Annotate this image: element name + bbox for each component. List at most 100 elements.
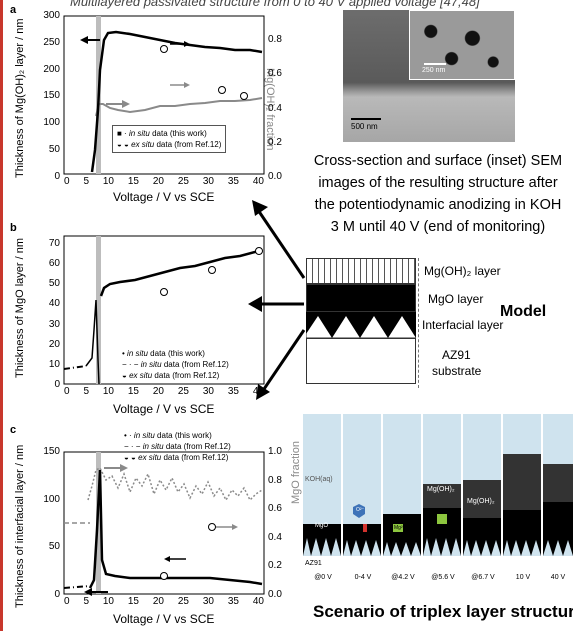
caption-line: 3 M until 40 V (end of monitoring) <box>330 219 546 235</box>
legend-entry: − · − in situ data (from Ref.12) <box>124 442 231 451</box>
panel-c-yticks: 0 50 100 150 <box>36 446 60 600</box>
scenario-step: @4.2 V <box>391 574 415 581</box>
panel-b-ytick: 60 <box>48 258 60 270</box>
model-substrate-layer <box>306 338 416 384</box>
panel-b-xtick: 10 <box>102 386 114 397</box>
panel-b-letter: b <box>10 222 17 234</box>
panel-a-letter: a <box>10 4 17 16</box>
panel-b-xtick: 25 <box>177 386 189 397</box>
legend-entry: • in situ data (this work) <box>122 349 205 358</box>
panel-a-yticks: 0 50 100 150 200 250 300 <box>38 10 60 182</box>
panel-c-legend: • · in situ data (this work) − · − in si… <box>120 428 235 465</box>
legend-entry: • · in situ data (this work) <box>124 431 212 440</box>
panel-c-xtick: 30 <box>202 596 214 607</box>
legend-entry: ◒ ◒ ex situ data (from Ref.12) <box>124 453 229 462</box>
model-label-column <box>418 258 479 388</box>
panel-b-xtick: 35 <box>227 386 239 397</box>
panel-a-xtick: 5 <box>83 176 89 187</box>
panel-a-xticks: 0 5 10 15 20 25 30 35 40 <box>64 176 264 187</box>
model-label-mgo: MgO layer <box>428 292 484 306</box>
scenario-step-labels: @0 V 0-4 V @4.2 V @5.6 V @6.7 V 10 V 40 … <box>303 574 573 581</box>
panel-c-xlabel: Voltage / V vs SCE <box>113 612 215 626</box>
panel-a-plot <box>63 15 265 175</box>
panel-a-legend: ■ · in situ data (this work) ◒ ◒ ex situ… <box>112 125 227 153</box>
panel-c-xtick: 15 <box>127 596 139 607</box>
panel-c-xticks: 0 5 10 15 20 25 30 35 40 <box>64 596 264 607</box>
panel-a-xtick: 15 <box>127 176 139 187</box>
panel-a-xtick: 20 <box>152 176 164 187</box>
panel-b-xtick: 5 <box>83 386 89 397</box>
panel-b-ytick: 70 <box>48 238 60 249</box>
panel-c-xtick: 5 <box>83 596 89 607</box>
scenario-step: @6.7 V <box>471 574 495 581</box>
model-mgoh2-layer <box>306 258 416 284</box>
panel-a-ytick: 0 <box>54 170 60 182</box>
panel-a-xtick: 25 <box>177 176 189 187</box>
sem-inset: 250 nm <box>409 10 515 80</box>
panel-c-rtick: 0.2 <box>268 560 282 572</box>
model-label-interfacial: Interfacial layer <box>422 318 504 332</box>
panel-a-ytick: 250 <box>43 36 60 48</box>
model-diagram <box>306 258 416 384</box>
top-caption-line: Multilayered passivated structure from 0… <box>70 0 480 9</box>
panel-c-xtick: 10 <box>102 596 114 607</box>
scenario-diagram: KOH(aq) AZ91 MgO O²⁻ Mg²⁺ Mg(OH)₂ Mg(OH)… <box>303 414 573 581</box>
panel-a-xtick: 40 <box>252 176 264 187</box>
scenario-step: @5.6 V <box>431 574 455 581</box>
panel-c-ytick: 150 <box>43 446 60 457</box>
panel-b-xtick: 15 <box>127 386 139 397</box>
panel-a-ytick: 50 <box>48 144 60 156</box>
panel-a-xtick: 0 <box>64 176 70 187</box>
legend-entry: ■ · in situ data (this work) <box>117 129 207 138</box>
panel-b-xtick: 30 <box>202 386 214 397</box>
scenario-mg2-label: Mg²⁺ <box>394 525 406 531</box>
scenario-step: 0-4 V <box>354 574 372 581</box>
inset-scale-label: 250 nm <box>422 67 446 74</box>
panel-b-legend: • in situ data (this work) − · − in situ… <box>118 346 233 383</box>
panel-a-ytick: 150 <box>43 90 60 102</box>
panel-c-xtick: 25 <box>177 596 189 607</box>
model-label-substrate: substrate <box>432 364 482 378</box>
panel-a-ytick: 200 <box>43 63 60 75</box>
panel-b-yticks: 0 10 20 30 40 50 60 70 <box>42 238 60 390</box>
panel-c-rtick: 0.8 <box>268 474 282 486</box>
panel-b-xtick: 20 <box>152 386 164 397</box>
scenario-step: 40 V <box>550 574 566 581</box>
panel-c-xtick: 40 <box>252 596 264 607</box>
panel-c-letter: c <box>10 424 17 436</box>
scenario-mgoh2-label: Mg(OH)₂ <box>467 498 495 505</box>
inset-scale-bar <box>424 63 446 65</box>
caption-line: the potentiodynamic anodizing in KOH <box>314 197 562 213</box>
panel-b-xtick: 0 <box>64 386 70 397</box>
legend-entry: − · − in situ data (from Ref.12) <box>122 360 229 369</box>
model-label-mgoh2: Mg(OH)₂ layer <box>424 264 501 278</box>
panel-b-ytick: 20 <box>48 338 60 350</box>
panel-a-ytick: 300 <box>43 10 60 21</box>
panel-a-rtick: 0.4 <box>268 102 282 114</box>
panel-b-xlabel: Voltage / V vs SCE <box>113 402 215 416</box>
scenario-columns <box>303 414 573 556</box>
panel-b-ytick: 40 <box>48 298 60 310</box>
main-scale-bar <box>351 118 381 120</box>
panel-c-rtick: 1.0 <box>268 446 282 457</box>
model-mgo-layer <box>306 284 416 312</box>
sem-image: 250 nm 500 nm <box>343 10 515 142</box>
panel-c-ytick: 0 <box>54 588 60 600</box>
panel-a-rtick: 0.6 <box>268 68 282 80</box>
model-title: Model <box>500 303 547 320</box>
scenario-mgoh2-label: Mg(OH)₂ <box>427 486 455 493</box>
panel-c-ytick: 100 <box>43 493 60 505</box>
panel-c-rtick: 0.6 <box>268 503 282 515</box>
main-scale-label: 500 nm <box>351 122 378 131</box>
panel-c-xtick: 35 <box>227 596 239 607</box>
scenario-az91-label: AZ91 <box>305 560 322 567</box>
panel-b-ytick: 0 <box>54 378 60 390</box>
panel-a-xtick: 10 <box>102 176 114 187</box>
legend-entry: ◒ ◒ ex situ data (from Ref.12) <box>117 140 222 149</box>
panel-c-plot <box>63 451 265 596</box>
scenario-koh-label: KOH(aq) <box>305 476 333 483</box>
left-accent-border <box>0 0 3 631</box>
panel-a-rticks: 0.0 0.2 0.4 0.6 0.8 <box>268 34 282 182</box>
panel-a-xtick: 35 <box>227 176 239 187</box>
scenario-title: Scenario of triplex layer structure <box>313 602 573 621</box>
